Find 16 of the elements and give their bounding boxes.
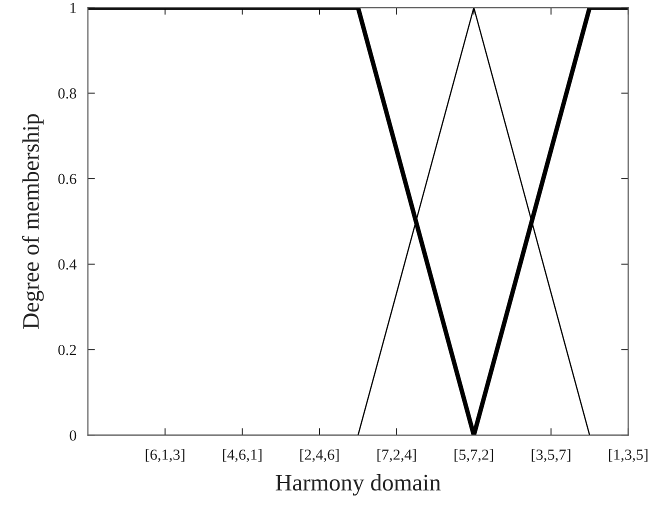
x-tick-label: [1,3,5] <box>608 449 648 462</box>
y-tick-label: 0.8 <box>58 88 76 99</box>
x-tick-label: [6,1,3] <box>146 449 184 462</box>
x-tick-label: [3,5,7] <box>532 449 570 462</box>
x-tick-label: [7,2,4] <box>377 449 416 462</box>
y-tick-label: 0.4 <box>58 259 77 270</box>
y-axis-title: Degree of membership <box>22 114 44 329</box>
y-tick-label: 0 <box>70 430 76 441</box>
y-tick-label: 0.6 <box>58 174 76 184</box>
y-tick-label: 1 <box>70 2 76 13</box>
y-tick-label: 0.2 <box>58 344 76 356</box>
x-axis-title: Harmony domain <box>276 474 441 496</box>
x-tick-label: [5,7,2] <box>454 449 494 462</box>
line-series <box>88 8 628 436</box>
x-tick-label: [2,4,6] <box>300 449 339 462</box>
x-tick-label: [4,6,1] <box>223 449 262 462</box>
